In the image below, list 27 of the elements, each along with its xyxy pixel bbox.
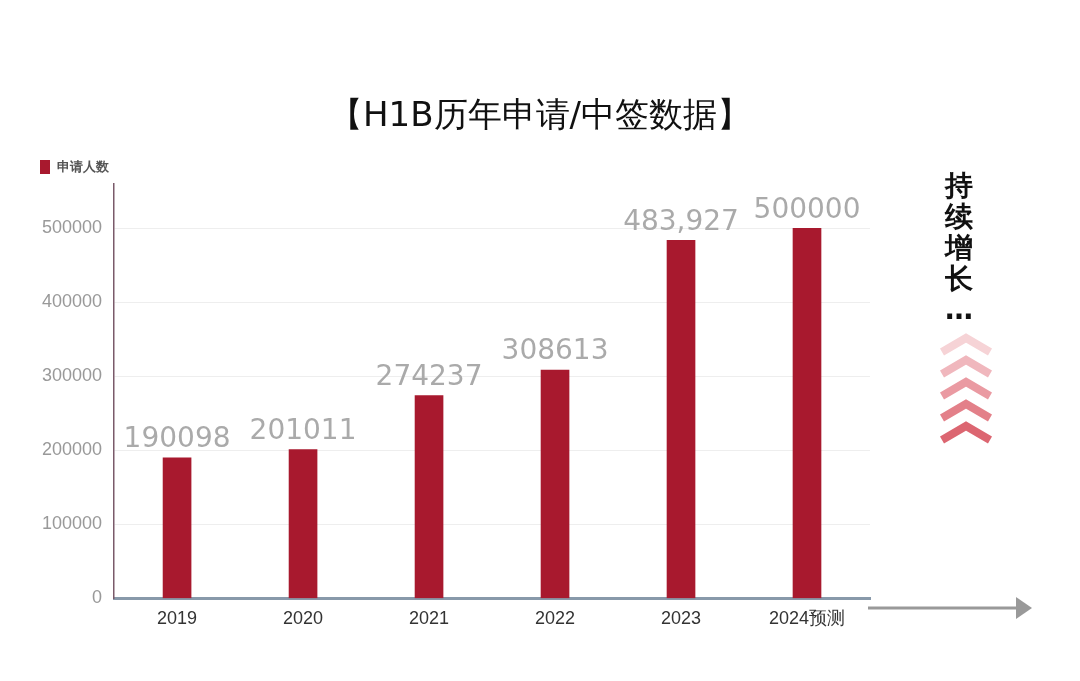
data-label: 500000 <box>753 191 861 225</box>
y-tick-label: 0 <box>92 587 103 608</box>
data-label: 308613 <box>501 333 609 367</box>
data-label: 483,927 <box>623 203 739 237</box>
x-tick-label: 2019 <box>157 608 198 629</box>
data-label: 201011 <box>249 412 357 446</box>
bar <box>162 457 192 599</box>
x-tick-label: 2023 <box>660 608 702 629</box>
y-tick-label: 300000 <box>41 365 103 386</box>
y-tick-label: 500000 <box>41 217 103 238</box>
y-tick-label: 400000 <box>41 291 103 312</box>
x-tick-label: 2020 <box>283 608 324 629</box>
legend-label: 申请人数 <box>56 158 110 174</box>
bar <box>288 449 318 599</box>
text: 持续增长… <box>945 169 973 326</box>
x-tick-label: 2024预测 <box>768 608 846 629</box>
x-tick-label: 2022 <box>535 608 576 629</box>
bar <box>414 395 444 599</box>
bar <box>540 369 570 599</box>
chart-title: 【H1B历年申请/中签数据】 <box>328 93 752 136</box>
bar <box>792 228 822 599</box>
data-label: 190098 <box>123 421 231 455</box>
y-tick-label: 100000 <box>41 513 103 534</box>
data-label: 274237 <box>375 358 483 392</box>
x-tick-label: 2021 <box>409 608 450 629</box>
bar <box>666 239 696 599</box>
y-tick-label: 200000 <box>41 439 103 460</box>
